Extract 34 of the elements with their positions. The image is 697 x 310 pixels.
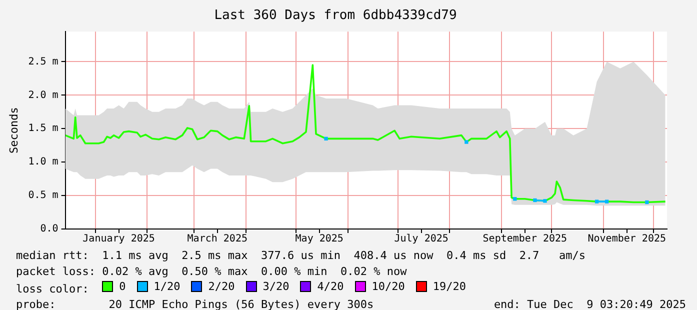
- chart-title: Last 360 Days from 6dbb4339cd79: [214, 8, 457, 24]
- text: end: Tue Dec 9 03:20:49 2025: [494, 296, 686, 310]
- point: [324, 136, 328, 141]
- legend-label: 0: [119, 279, 126, 294]
- y-tick-label: 0.0: [40, 224, 58, 235]
- x-tick-label: July 2025: [394, 234, 448, 245]
- legend-label: 10/20: [372, 279, 405, 294]
- legend-title: loss color:: [16, 282, 90, 296]
- text: median rtt: 1.1 ms avg 2.5 ms max 377.6 us min 408.4 us now 0.4 ms sd 2.7 am/s: [16, 248, 587, 264]
- text: packet loss: 0.02 % avg 0.50 % max 0.00 % min 0.02 % now: [16, 264, 408, 279]
- x-tick-label: March 2025: [187, 234, 248, 245]
- y-tick-label: 1.0 m: [28, 156, 58, 168]
- text: probe: 20 ICMP Echo Pings (56 Bytes) every 300s: [16, 296, 374, 310]
- legend-label: 1/20: [154, 279, 180, 294]
- legend-label: 4/20: [317, 279, 344, 294]
- y-tick-label: 2.5 m: [28, 56, 58, 68]
- y-tick-label: 1.5 m: [28, 123, 58, 134]
- point: [513, 197, 517, 201]
- legend-label: 2/20: [208, 279, 235, 294]
- y-axis-title: Seconds: [7, 107, 20, 154]
- x-tick-label: September 2025: [482, 234, 568, 245]
- y-tick-label: 2.0 m: [28, 90, 58, 101]
- x-tick-label: May 2025: [295, 234, 344, 245]
- point: [464, 140, 468, 144]
- point: [594, 200, 599, 204]
- legend-label: 19/20: [432, 279, 466, 294]
- legend-label: 3/20: [262, 279, 290, 294]
- point: [543, 199, 547, 203]
- point: [645, 200, 649, 204]
- point: [604, 200, 609, 204]
- y-tick-label: 0.5 m: [28, 190, 58, 202]
- point: [533, 198, 537, 202]
- x-tick-label: January 2025: [82, 234, 155, 245]
- x-tick-label: November 2025: [588, 234, 666, 245]
